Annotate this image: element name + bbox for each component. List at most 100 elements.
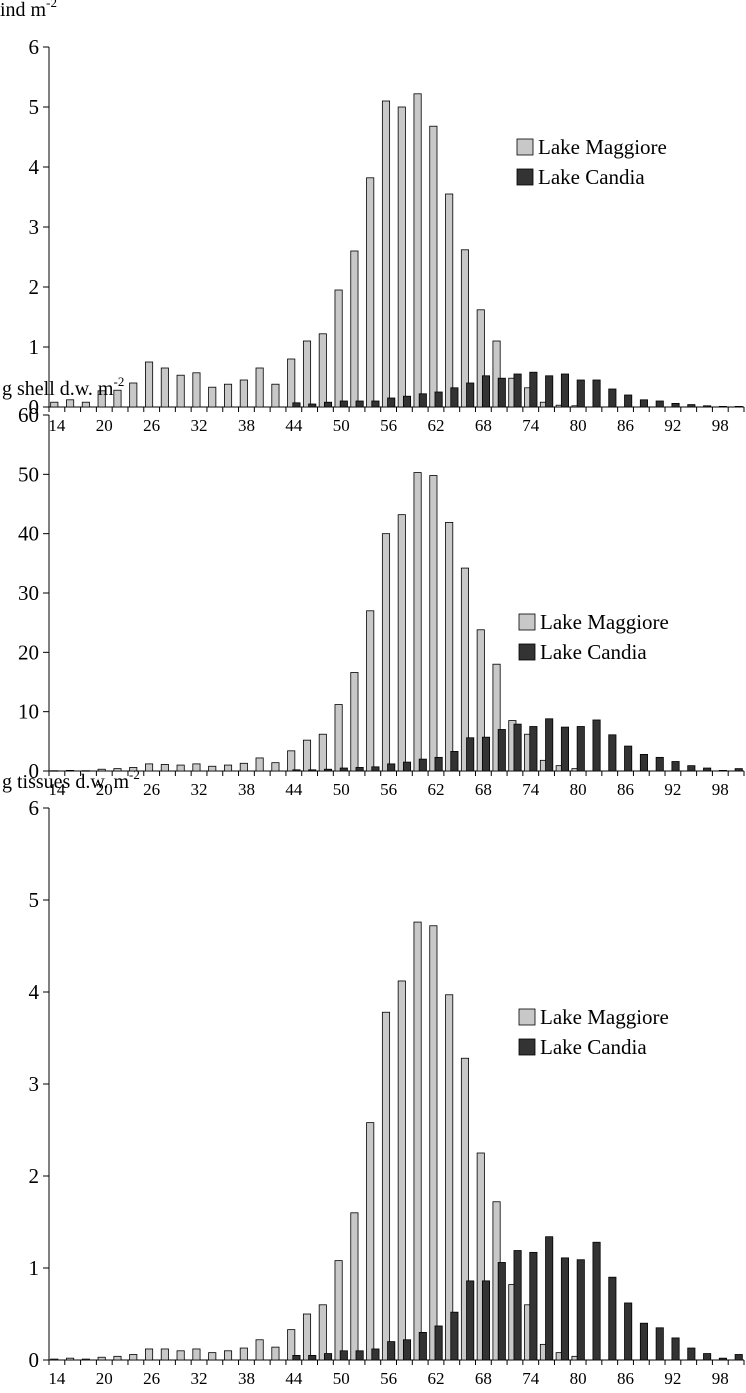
bar-lake-candia (466, 737, 475, 772)
bar-lake-candia (387, 397, 396, 408)
bar-lake-candia (639, 399, 648, 408)
bar-lake-maggiore (66, 770, 75, 772)
bar-lake-maggiore (129, 767, 138, 772)
bar-lake-candia (418, 1332, 427, 1361)
bar-lake-maggiore (208, 765, 217, 772)
x-tick-label: 80 (570, 1369, 587, 1388)
bar-lake-candia (324, 1353, 333, 1361)
bar-lake-maggiore (302, 340, 312, 408)
bar-lake-maggiore (208, 386, 217, 408)
x-tick-label: 74 (522, 1369, 540, 1388)
x-tick-label: 14 (48, 1369, 66, 1388)
bar-lake-maggiore (255, 367, 264, 408)
bar-lake-maggiore (271, 383, 280, 408)
bar-lake-candia (497, 1262, 506, 1361)
bar-lake-maggiore (176, 374, 185, 408)
bar-lake-candia (639, 753, 648, 772)
y-tick-label: 60 (18, 403, 39, 427)
bar-lake-candia (292, 769, 301, 772)
bar-lake-maggiore (145, 1348, 154, 1361)
bar-lake-maggiore (460, 249, 469, 408)
bar-lake-candia (418, 758, 427, 772)
bar-lake-maggiore (287, 1329, 296, 1361)
bar-lake-maggiore (97, 768, 106, 772)
bar-lake-maggiore (271, 762, 280, 772)
y-tick-label: 30 (18, 581, 39, 605)
bar-lake-candia (481, 375, 491, 408)
bar-lake-candia (434, 391, 443, 408)
x-tick-label: 86 (617, 1369, 634, 1388)
y-axis-label-superscript: -2 (113, 374, 124, 389)
bar-lake-maggiore (318, 333, 327, 408)
bar-lake-maggiore (160, 367, 169, 408)
x-tick-label: 92 (664, 416, 681, 435)
x-tick-label: 50 (333, 780, 350, 799)
bar-lake-maggiore (429, 925, 438, 1361)
bar-lake-maggiore (350, 1212, 359, 1361)
legend-label-lake-maggiore: Lake Maggiore (540, 610, 669, 634)
bar-lake-candia (324, 768, 333, 772)
bar-lake-candia (576, 1259, 585, 1361)
bar-lake-candia (371, 1348, 380, 1361)
bar-lake-maggiore (192, 763, 201, 772)
bar-lake-candia (450, 1311, 459, 1361)
bar-lake-candia (624, 745, 633, 772)
bar-lake-candia (513, 723, 522, 772)
y-tick-label: 20 (18, 640, 39, 664)
x-tick-label: 86 (617, 416, 634, 435)
bar-lake-maggiore (81, 401, 90, 408)
y-tick-label: 1 (29, 335, 40, 359)
bar-lake-candia (387, 763, 396, 772)
bar-lake-maggiore (429, 125, 438, 408)
bar-lake-candia (434, 756, 443, 772)
y-tick-label: 4 (29, 980, 40, 1004)
y-tick-label: 2 (29, 1164, 40, 1188)
bar-lake-maggiore (239, 1347, 248, 1361)
bar-lake-candia (734, 768, 743, 772)
legend-swatch-lake-maggiore (516, 138, 534, 156)
bar-lake-candia (434, 1325, 443, 1361)
bar-lake-maggiore (492, 340, 501, 408)
bar-lake-candia (308, 403, 317, 408)
legend-swatch-lake-candia (518, 643, 536, 661)
bar-lake-candia (450, 751, 459, 772)
x-tick-label: 44 (285, 780, 303, 799)
x-tick-label: 50 (333, 416, 350, 435)
bar-lake-maggiore (492, 663, 501, 772)
x-tick-label: 74 (522, 780, 540, 799)
bar-lake-candia (639, 1322, 648, 1361)
bar-lake-candia (655, 1327, 664, 1361)
bar-lake-candia (418, 393, 427, 408)
x-tick-label: 32 (191, 1369, 208, 1388)
bar-lake-candia (371, 400, 380, 408)
bar-lake-candia (292, 1355, 301, 1361)
bar-lake-candia (497, 377, 506, 408)
bar-lake-candia (687, 404, 696, 408)
x-tick-label: 26 (143, 1369, 160, 1388)
bar-lake-candia (624, 1302, 633, 1361)
bar-lake-maggiore (50, 770, 59, 772)
bar-lake-candia (324, 401, 333, 408)
bar-lake-candia (466, 1280, 475, 1361)
bar-lake-maggiore (318, 1304, 327, 1361)
bar-lake-candia (576, 726, 585, 772)
bar-lake-candia (355, 767, 364, 772)
bar-lake-maggiore (302, 1313, 312, 1361)
bar-lake-candia (703, 405, 712, 408)
bar-lake-maggiore (223, 764, 233, 772)
bar-lake-maggiore (239, 379, 248, 408)
bar-lake-candia (308, 1355, 317, 1361)
x-tick-label: 56 (380, 416, 397, 435)
bar-lake-candia (481, 1280, 491, 1361)
bar-lake-maggiore (476, 1152, 485, 1361)
bar-lake-candia (560, 373, 570, 408)
bar-lake-candia (355, 1350, 364, 1361)
x-tick-label: 92 (664, 1369, 681, 1388)
x-tick-label: 86 (617, 780, 634, 799)
bar-lake-candia (545, 375, 554, 408)
bar-lake-maggiore (255, 757, 264, 772)
bar-lake-candia (339, 400, 348, 408)
bar-lake-candia (339, 767, 348, 772)
